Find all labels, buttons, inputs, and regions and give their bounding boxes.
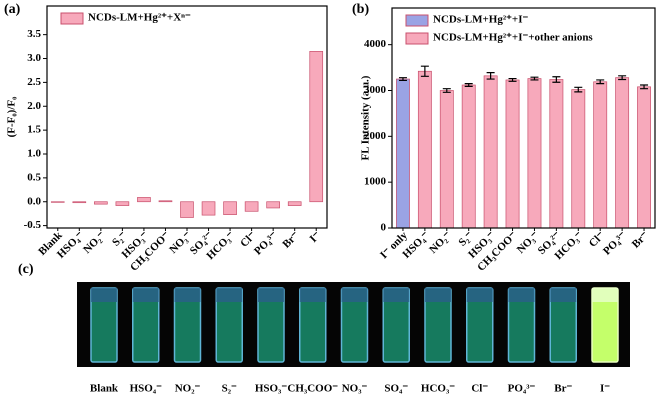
y-tick-label: 1.0: [27, 148, 41, 160]
bar: [223, 201, 237, 215]
bar: [94, 201, 108, 205]
cuvette-label: SO₄⁻: [384, 383, 408, 395]
bar: [483, 75, 498, 229]
bar: [309, 51, 324, 203]
cuvette-label: S₂⁻: [222, 383, 237, 395]
bar: [527, 78, 542, 229]
bar: [461, 84, 476, 229]
panel-label: (a): [4, 2, 21, 17]
y-tick-label: -0.5: [24, 219, 42, 231]
error-bar: [398, 77, 407, 82]
error-bar: [596, 79, 605, 85]
y-tick-label: 4000: [364, 38, 387, 50]
cuvette-label: NO₃⁻: [342, 383, 368, 395]
legend-swatch: [405, 32, 429, 45]
cuvette-top: [299, 288, 326, 302]
legend-label: NCDs-LM+Hg²⁺+I⁻: [433, 14, 528, 26]
bar: [549, 79, 564, 229]
bar: [571, 89, 586, 229]
legend-swatch: [405, 14, 429, 27]
y-tick-label: 3.0: [27, 52, 41, 64]
bar: [137, 197, 151, 203]
y-tick-label: 2.0: [27, 100, 41, 112]
cuvette-top: [425, 288, 451, 302]
cuvette-label: CH₃COO⁻: [287, 383, 338, 395]
error-bar: [618, 75, 627, 81]
cuvette-label: HSO₄⁻: [130, 383, 163, 395]
cuvette-top: [466, 288, 493, 302]
bar: [244, 201, 259, 212]
y-tick-label: 0.5: [27, 171, 41, 183]
bar: [180, 201, 194, 218]
y-tick-label: 0: [381, 222, 387, 234]
panel-label: (c): [18, 262, 34, 277]
error-bar: [530, 76, 539, 81]
plot-frame: [46, 5, 328, 229]
cuvette-top: [174, 288, 201, 302]
cuvette-top: [592, 288, 618, 302]
bar: [439, 90, 454, 229]
bar: [115, 201, 130, 206]
error-bar: [508, 77, 517, 82]
bar: [417, 70, 432, 229]
bar: [266, 201, 280, 209]
legend-label: NCDs-LM+Hg²⁺+Xⁿ⁻: [88, 12, 191, 24]
plot-frame: [391, 7, 656, 229]
error-bar: [486, 72, 495, 80]
cuvette-top: [508, 288, 535, 302]
bar: [593, 81, 608, 229]
cuvette-top: [258, 288, 284, 302]
bar: [287, 201, 302, 206]
y-axis-title: (F-F₀)/F₀: [6, 96, 18, 138]
y-tick-label: 1000: [364, 176, 387, 188]
cuvette-top: [216, 288, 243, 302]
panel-label: (b): [352, 2, 369, 17]
error-bar: [420, 65, 429, 77]
cuvette-top: [341, 288, 368, 302]
error-bar: [640, 84, 649, 90]
y-tick-label: 3000: [364, 84, 387, 96]
y-axis-title: FL Intensity (a.u.): [360, 75, 372, 160]
bar: [201, 201, 216, 216]
cuvette-label: Blank: [90, 383, 119, 395]
cuvette-label: NO₂⁻: [175, 383, 201, 395]
bar: [637, 86, 651, 229]
error-bar: [552, 76, 561, 83]
y-tick-label: 0.0: [27, 195, 41, 207]
bar: [158, 200, 173, 203]
bar: [50, 201, 65, 203]
error-bar: [464, 83, 473, 87]
y-tick-label: 1.5: [27, 124, 41, 136]
y-tick-label: 2.5: [27, 76, 41, 88]
cuvette-top: [132, 288, 159, 302]
error-bar: [574, 86, 583, 93]
cuvette-label: HCO₃⁻: [421, 383, 455, 395]
cuvette-label: HSO₃⁻: [255, 383, 288, 395]
y-tick-label: 2000: [364, 130, 387, 142]
cuvette-label: Cl⁻: [471, 383, 488, 395]
bar: [615, 77, 630, 229]
error-bar: [442, 88, 451, 93]
y-tick-label: 3.5: [27, 28, 41, 40]
legend-label: NCDs-LM+Hg²⁺+I⁻+other anions: [433, 32, 593, 44]
cuvette-label: I⁻: [600, 383, 610, 395]
cuvette-top: [550, 288, 577, 302]
legend-swatch: [60, 12, 84, 25]
cuvette-label: PO₄³⁻: [508, 383, 536, 395]
bar: [505, 79, 520, 229]
cuvette-top: [383, 288, 410, 302]
cuvette-top: [91, 288, 117, 302]
bar: [72, 201, 87, 204]
cuvette-label: Br⁻: [554, 383, 572, 395]
bar: [396, 78, 410, 229]
